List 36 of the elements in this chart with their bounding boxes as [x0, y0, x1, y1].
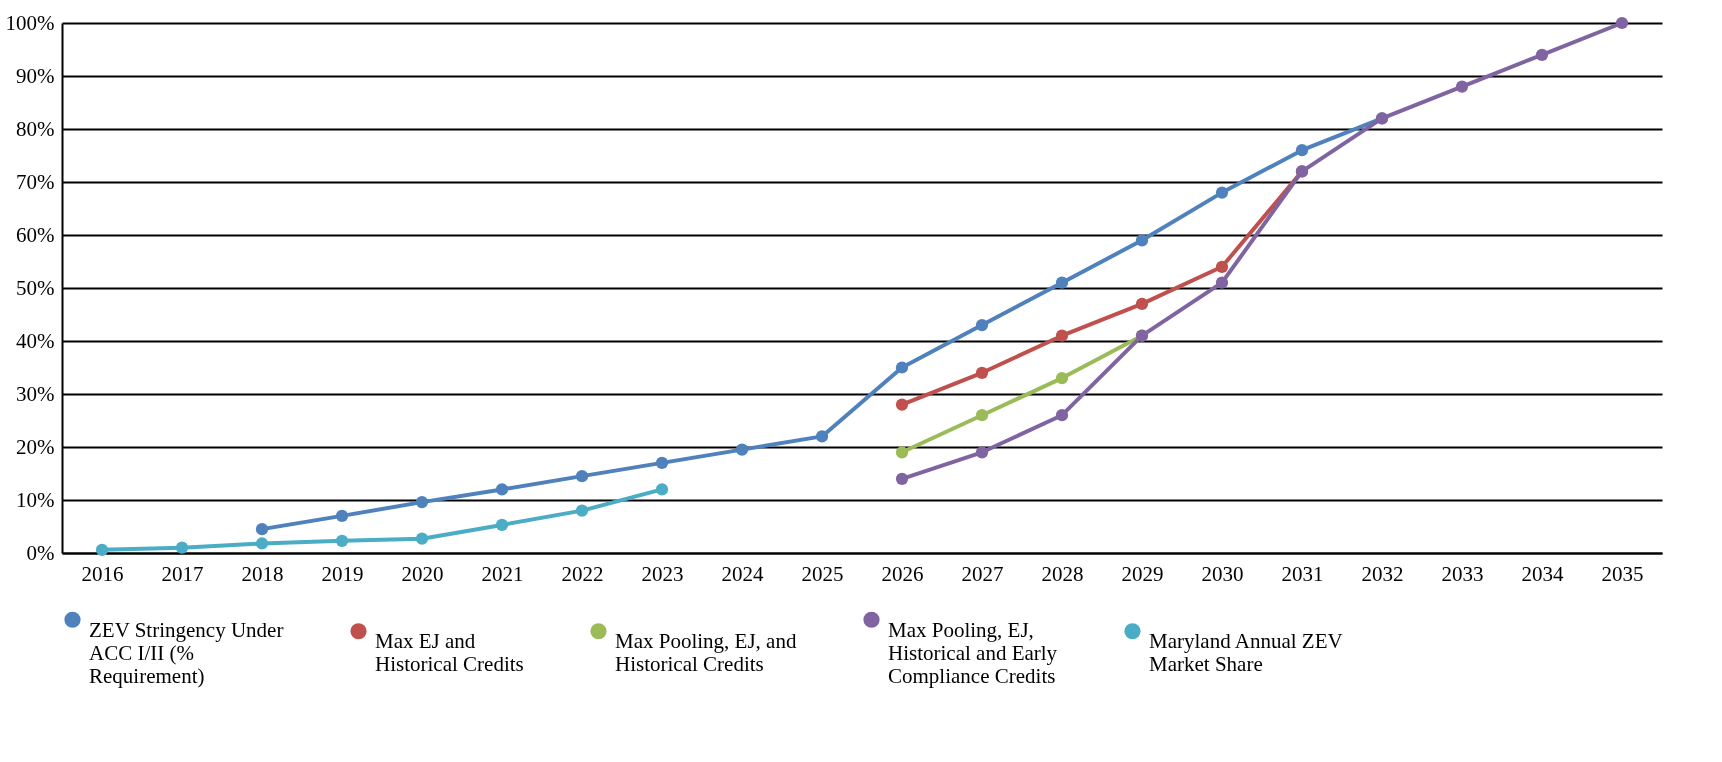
legend-label: Maryland Annual ZEV Market Share: [1149, 629, 1343, 677]
y-tick-label: 40%: [16, 328, 55, 353]
x-tick-label: 2025: [801, 561, 844, 586]
x-tick-label: 2016: [81, 561, 124, 586]
legend-label: Max Pooling, EJ, Historical and Early Compliance Credits: [888, 617, 1058, 688]
x-tick-label: 2024: [721, 561, 764, 586]
x-tick-label: 2017: [161, 561, 204, 586]
x-tick-label: 2028: [1041, 561, 1084, 586]
y-tick-label: 20%: [16, 434, 55, 459]
x-tick-label: 2035: [1601, 561, 1644, 586]
x-tick-label: 2029: [1121, 561, 1164, 586]
legend-label: Max EJ and Historical Credits: [375, 629, 524, 677]
y-tick-label: 10%: [16, 487, 55, 512]
y-tick-label: 0%: [26, 540, 55, 565]
x-tick-label: 2018: [241, 561, 284, 586]
x-tick-label: 2021: [481, 561, 524, 586]
x-tick-label: 2027: [961, 561, 1004, 586]
x-tick-label: 2020: [401, 561, 444, 586]
y-tick-label: 70%: [16, 169, 55, 194]
x-tick-label: 2030: [1201, 561, 1244, 586]
x-tick-label: 2026: [881, 561, 924, 586]
y-tick-label: 80%: [16, 116, 55, 141]
legend-label: ZEV Stringency Under ACC I/II (% Requirement): [89, 617, 284, 688]
x-tick-label: 2034: [1521, 561, 1564, 586]
y-tick-label: 100%: [5, 10, 55, 35]
x-tick-label: 2023: [641, 561, 684, 586]
y-tick-label: 90%: [16, 63, 55, 88]
y-tick-label: 50%: [16, 275, 55, 300]
legend-label: Max Pooling, EJ, and Historical Credits: [615, 629, 797, 677]
x-tick-label: 2022: [561, 561, 604, 586]
x-tick-label: 2033: [1441, 561, 1484, 586]
x-tick-label: 2032: [1361, 561, 1404, 586]
y-tick-label: 60%: [16, 222, 55, 247]
y-tick-label: 30%: [16, 381, 55, 406]
x-tick-label: 2031: [1281, 561, 1324, 586]
x-tick-label: 2019: [321, 561, 364, 586]
